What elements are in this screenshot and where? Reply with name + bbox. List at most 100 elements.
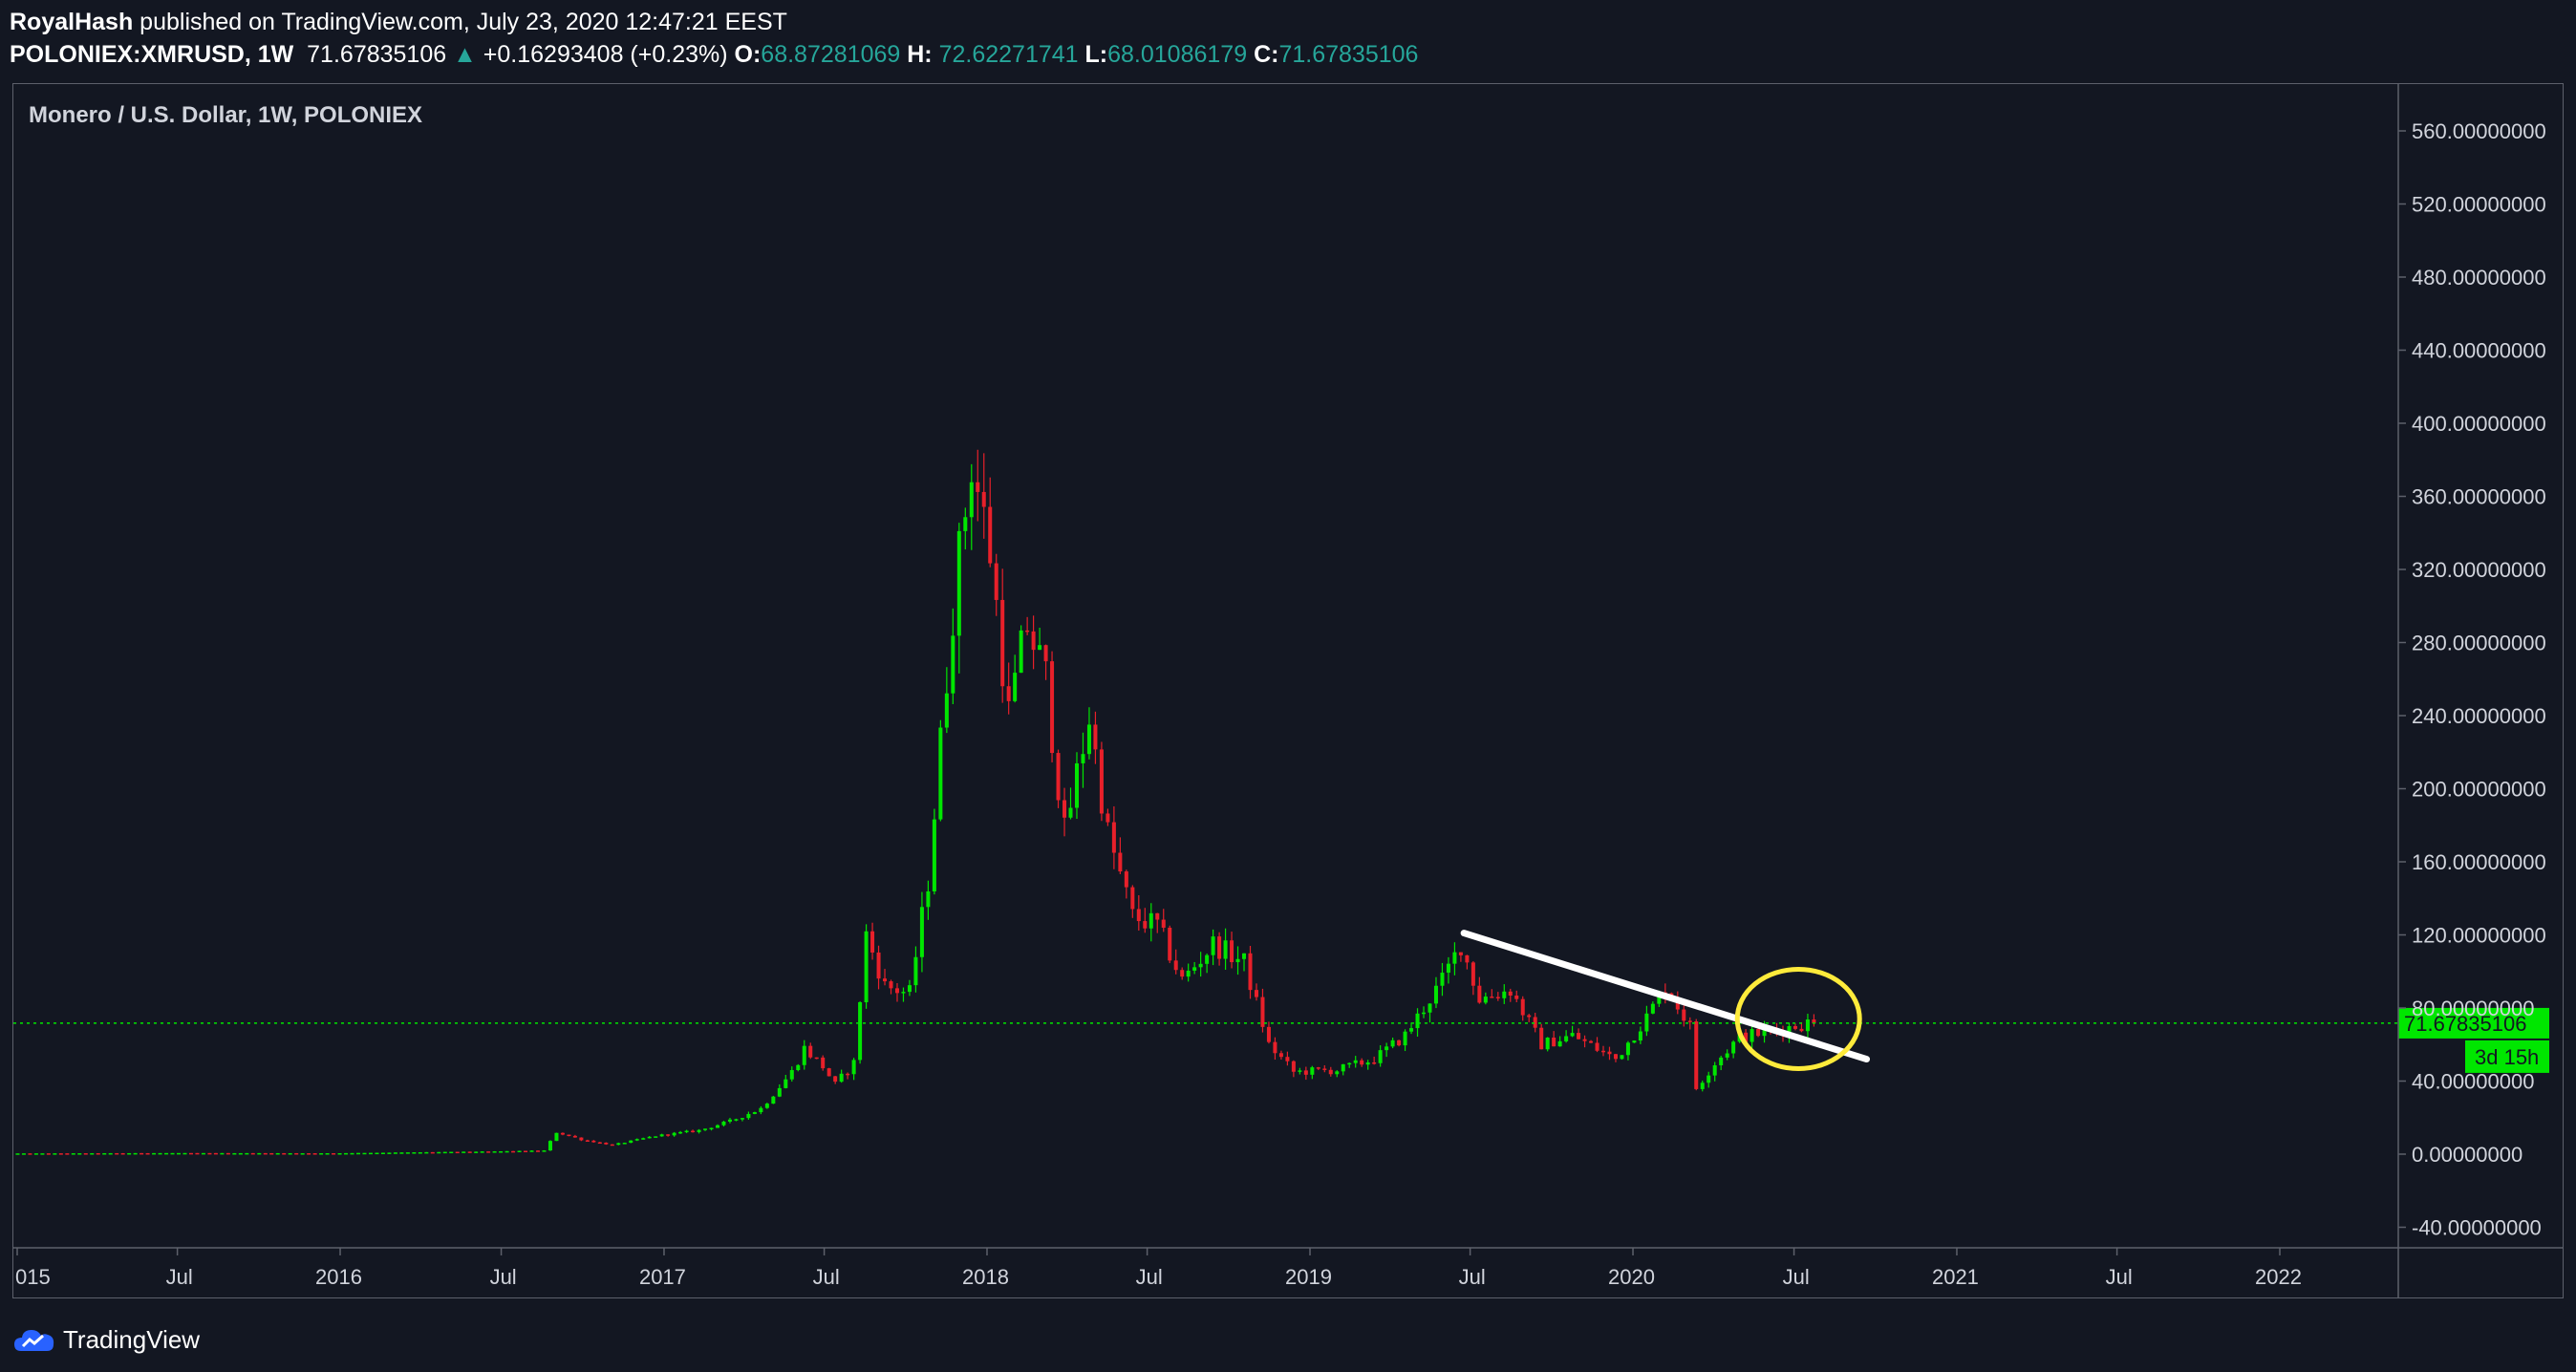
trendline: [1460, 930, 1871, 1063]
candle-down: [120, 1152, 125, 1155]
candle-down: [1360, 1060, 1364, 1065]
candle-up: [734, 1119, 739, 1121]
candle-down: [1792, 1025, 1797, 1029]
y-tick-label: 480.00000000: [2412, 266, 2546, 289]
tradingview-footer[interactable]: TradingView: [13, 1322, 200, 1357]
candle-up: [622, 1143, 627, 1145]
candle-up: [288, 1152, 292, 1155]
last-price-tag-label: 71.67835106: [2404, 1012, 2526, 1036]
candle-down: [1577, 1033, 1581, 1040]
candle-down: [1180, 970, 1185, 977]
candle-up: [1409, 1028, 1414, 1032]
candle-up: [1725, 1053, 1729, 1058]
candle-up: [1385, 1046, 1389, 1051]
last-price-tag: [2398, 1007, 2549, 1039]
candle-down: [1328, 1069, 1333, 1075]
candle-down: [1056, 753, 1061, 801]
author-name[interactable]: RoyalHash: [10, 9, 134, 35]
candle-up: [1422, 1012, 1427, 1015]
x-tick-label: 2021: [1932, 1265, 1979, 1289]
y-tick-label: 120.00000000: [2412, 924, 2546, 948]
candle-up: [1148, 912, 1153, 929]
candle-up: [1068, 807, 1073, 818]
candle-up: [77, 1153, 82, 1155]
candle-up: [412, 1152, 417, 1154]
candle-down: [597, 1142, 602, 1145]
candle-up: [319, 1153, 324, 1155]
candle-up: [1433, 985, 1438, 1004]
candle-down: [1161, 919, 1166, 928]
candle-down: [1812, 1019, 1816, 1023]
candle-up: [1211, 936, 1215, 955]
tradingview-cloud-icon: [14, 1330, 54, 1351]
candle-down: [1006, 686, 1011, 701]
candle-down: [1508, 991, 1513, 997]
candle-up: [901, 992, 906, 994]
candle-up: [499, 1150, 504, 1153]
candle-down: [58, 1153, 63, 1155]
candle-up: [672, 1132, 676, 1136]
candle-up: [1086, 724, 1091, 755]
candle-down: [894, 988, 900, 994]
candle-up: [220, 1152, 225, 1155]
candle-up: [257, 1152, 262, 1155]
candle-down: [115, 1152, 119, 1155]
candle-down: [263, 1152, 268, 1155]
price-axis[interactable]: -40.00000000 0.00000000 40.00000000 80.0000…: [2397, 84, 2546, 1297]
candle-down: [312, 1153, 317, 1155]
candle-up: [764, 1104, 769, 1108]
candle-down: [96, 1152, 100, 1155]
candle-down: [83, 1153, 88, 1155]
candle-up: [1620, 1055, 1624, 1060]
candle-up: [449, 1151, 454, 1154]
candle-down: [1093, 724, 1098, 750]
candle-down: [1217, 936, 1222, 959]
candle-down: [1527, 1015, 1532, 1018]
x-tick-label: Jul: [1136, 1265, 1163, 1289]
candle-down: [1600, 1050, 1606, 1053]
time-axis[interactable]: 015 Jul 2016 Jul 2017 Jul 2018 Jul 2019 Jul 2020 Ju…: [13, 1247, 2563, 1289]
candle-down: [1266, 1026, 1271, 1042]
candle-down: [294, 1152, 299, 1155]
open-value: 68.87281069: [761, 41, 901, 68]
candle-up: [784, 1079, 788, 1088]
candle-down: [1465, 954, 1470, 963]
candle-down: [65, 1153, 70, 1155]
candle-up: [33, 1153, 38, 1155]
chart-frame[interactable]: [12, 83, 2564, 1298]
candle-down: [560, 1132, 565, 1135]
candle-up: [969, 482, 974, 518]
candle-down: [1372, 1061, 1377, 1064]
candle-down: [46, 1153, 51, 1155]
candle-up: [1198, 963, 1203, 968]
candle-up: [858, 1002, 863, 1061]
candle-down: [486, 1151, 491, 1153]
candle-down: [1155, 912, 1160, 920]
candle-up: [1428, 1003, 1432, 1013]
candle-down: [1477, 985, 1482, 1003]
x-tick-label: 2020: [1608, 1265, 1655, 1289]
candle-up: [177, 1152, 182, 1155]
candle-up: [1186, 970, 1191, 977]
candle-up: [1700, 1083, 1705, 1089]
candle-down: [1694, 1021, 1699, 1089]
candle-up: [1347, 1062, 1352, 1065]
candle-down: [1458, 952, 1463, 955]
candle-down: [1322, 1068, 1327, 1070]
candle-up: [492, 1151, 497, 1153]
y-tick-label: 40.00000000: [2412, 1070, 2534, 1094]
candle-down: [883, 978, 888, 982]
candle-down: [1744, 1032, 1749, 1042]
candle-up: [1335, 1071, 1340, 1075]
candle-up: [1657, 992, 1662, 1004]
candle-up: [21, 1153, 26, 1155]
candle-down: [1514, 996, 1519, 999]
candle-down: [1490, 997, 1494, 998]
candle-up: [926, 890, 931, 908]
candle-down: [1254, 990, 1258, 997]
low-label: L:: [1084, 41, 1108, 68]
candle-down: [1316, 1067, 1320, 1069]
publish-text: published on TradingView.com, July 23, 2…: [140, 9, 787, 35]
candle-down: [1248, 953, 1253, 991]
